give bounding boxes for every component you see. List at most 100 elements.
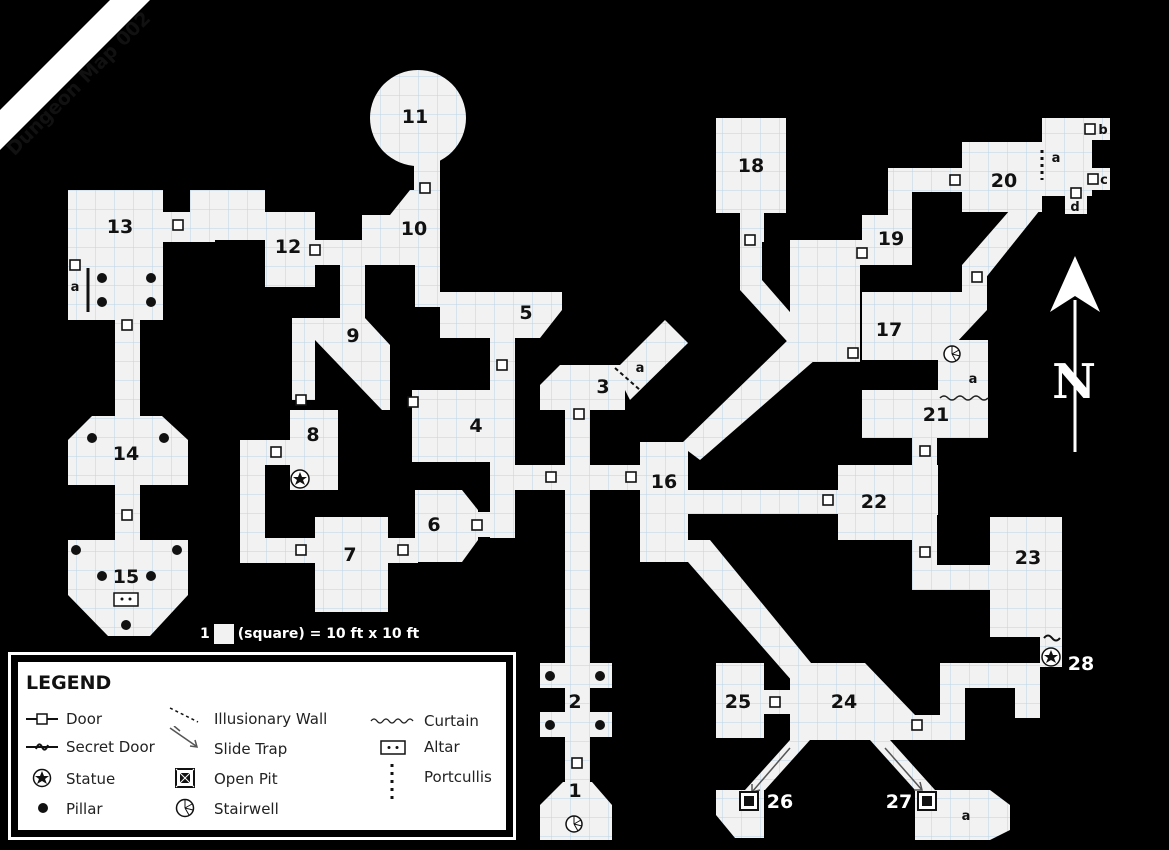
statue-room-28 bbox=[1041, 647, 1061, 667]
legend-curtain: Curtain bbox=[424, 712, 479, 730]
room-label-6: 6 bbox=[427, 514, 440, 536]
pillar bbox=[71, 545, 81, 555]
legend-door: Door bbox=[66, 710, 103, 728]
room-label-1: 1 bbox=[568, 780, 581, 802]
room-label-17: 17 bbox=[876, 319, 902, 341]
secret-door-icon bbox=[26, 743, 58, 751]
pillar bbox=[146, 571, 156, 581]
door bbox=[1070, 187, 1082, 199]
room-label-24: 24 bbox=[831, 691, 857, 713]
door bbox=[822, 494, 834, 506]
pillar bbox=[146, 297, 156, 307]
door bbox=[270, 446, 282, 458]
corridor-loop-24 bbox=[915, 715, 965, 740]
pillar bbox=[97, 571, 107, 581]
room-16-floor bbox=[640, 442, 688, 562]
statue-room-8 bbox=[290, 469, 310, 489]
scale-note: 1 (square) = 10 ft x 10 ft bbox=[200, 624, 419, 644]
room-labels: 1 2 3 4 5 6 7 8 9 10 11 12 13 14 15 16 1… bbox=[107, 106, 1094, 813]
room-label-18: 18 bbox=[738, 155, 764, 177]
altar-dot bbox=[128, 597, 132, 601]
room-22-floor bbox=[838, 465, 938, 515]
room-label-5: 5 bbox=[519, 302, 532, 324]
room-label-27: 27 bbox=[886, 791, 912, 813]
legend-slide-trap: Slide Trap bbox=[214, 740, 288, 758]
legend-open-pit: Open Pit bbox=[214, 770, 278, 788]
room-label-13: 13 bbox=[107, 216, 133, 238]
curtain bbox=[939, 395, 989, 401]
door bbox=[172, 219, 184, 231]
room-24-floor bbox=[790, 663, 915, 740]
sublabel-20b: b bbox=[1098, 123, 1107, 138]
altar-icon bbox=[380, 740, 406, 755]
map-title: Dungeon Map 002 bbox=[2, 7, 155, 160]
door bbox=[471, 519, 483, 531]
door bbox=[69, 259, 81, 271]
door bbox=[919, 546, 931, 558]
door bbox=[1084, 123, 1096, 135]
legend-illusionary-wall: Illusionary Wall bbox=[214, 710, 328, 728]
legend-portcullis: Portcullis bbox=[424, 768, 492, 786]
slide-trap-icon bbox=[169, 726, 199, 748]
room-18-floor bbox=[716, 118, 786, 213]
stairwell-room-21 bbox=[943, 345, 961, 363]
door bbox=[295, 394, 307, 406]
scale-number: 1 bbox=[200, 626, 210, 642]
pillar bbox=[595, 720, 605, 730]
room-label-15: 15 bbox=[113, 566, 139, 588]
door bbox=[573, 408, 585, 420]
sublabel-13a: a bbox=[71, 280, 80, 295]
room-19-floor bbox=[862, 168, 962, 265]
corridor-hub-18 bbox=[740, 240, 810, 350]
room-3-floor bbox=[540, 365, 625, 410]
room-label-19: 19 bbox=[878, 228, 904, 250]
scale-square bbox=[213, 624, 234, 644]
pillar bbox=[545, 671, 555, 681]
pillar-icon bbox=[38, 803, 48, 813]
corridor-10-5 bbox=[415, 262, 440, 307]
room-4-floor bbox=[412, 390, 492, 462]
pillar bbox=[159, 433, 169, 443]
compass: N bbox=[1050, 256, 1100, 452]
door bbox=[949, 174, 961, 186]
corridor-22-23-east bbox=[912, 565, 992, 590]
door bbox=[1087, 173, 1099, 185]
open-pit-26 bbox=[739, 791, 759, 811]
room-23-floor bbox=[990, 517, 1062, 637]
portcullis-icon bbox=[390, 764, 394, 804]
room-label-2: 2 bbox=[568, 691, 581, 713]
door bbox=[407, 396, 419, 408]
room-7-floor bbox=[315, 517, 388, 612]
pillars bbox=[71, 273, 605, 730]
door bbox=[769, 696, 781, 708]
room-20a-floor bbox=[1042, 118, 1092, 196]
scale-text: (square) = 10 ft x 10 ft bbox=[237, 626, 420, 642]
door bbox=[971, 271, 983, 283]
door-icon bbox=[26, 713, 58, 725]
room-label-12: 12 bbox=[275, 236, 301, 258]
room-label-16: 16 bbox=[651, 471, 677, 493]
doors bbox=[69, 123, 1099, 769]
room-9-floor bbox=[292, 318, 390, 410]
room-label-23: 23 bbox=[1015, 547, 1041, 569]
pillar bbox=[595, 671, 605, 681]
sub-labels: a a a a b c d a bbox=[71, 123, 1108, 824]
sublabel-3a: a bbox=[636, 361, 645, 376]
door bbox=[919, 445, 931, 457]
room-label-22: 22 bbox=[861, 491, 887, 513]
door bbox=[911, 719, 923, 731]
legend-pillar: Pillar bbox=[66, 800, 103, 818]
legend-altar: Altar bbox=[424, 738, 460, 756]
corridor-16-24 bbox=[688, 540, 825, 690]
room-label-28: 28 bbox=[1068, 653, 1094, 675]
pillar bbox=[146, 273, 156, 283]
secret-door bbox=[1043, 634, 1061, 642]
legend-panel: LEGEND Door Secret Door Statue Pillar Il… bbox=[16, 660, 508, 832]
illusionary-wall bbox=[614, 367, 641, 391]
room-12-floor bbox=[265, 212, 315, 287]
corridor-16-hub bbox=[680, 338, 815, 460]
sublabel-20d: d bbox=[1070, 200, 1079, 215]
room-5-floor bbox=[440, 292, 562, 338]
corridor-13-12 bbox=[190, 190, 265, 240]
pillar bbox=[87, 433, 97, 443]
